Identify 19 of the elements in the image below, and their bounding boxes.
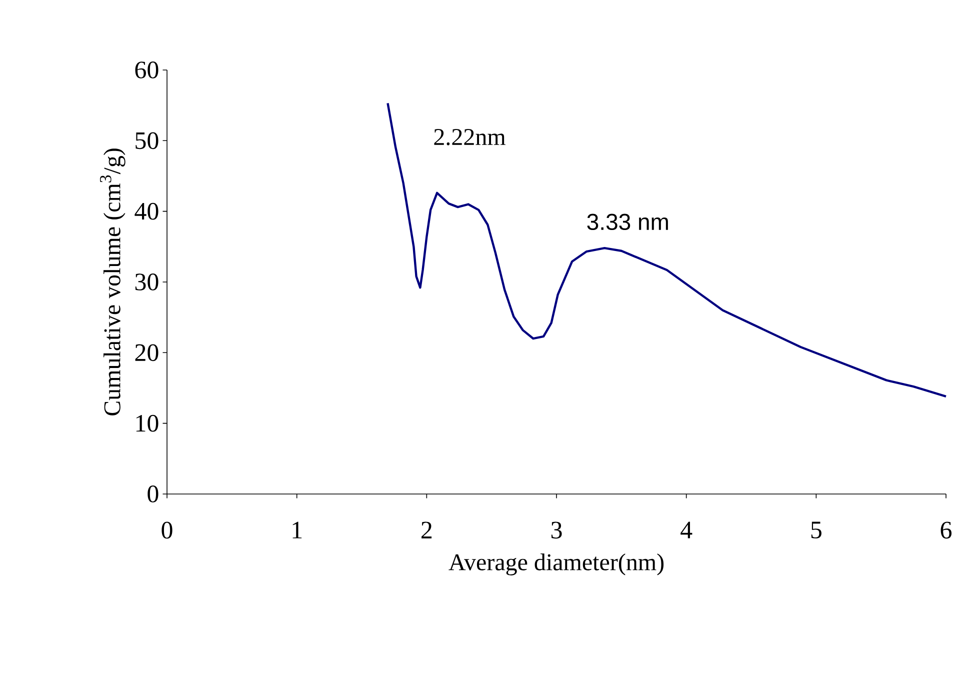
y-tick-label: 20 bbox=[135, 344, 158, 362]
x-tick-label: 2 bbox=[422, 522, 432, 538]
y-tick-label: 30 bbox=[135, 274, 158, 290]
y-tick-label: 10 bbox=[136, 414, 158, 432]
y-tick-label: 0 bbox=[148, 486, 158, 502]
y-tick-label: 40 bbox=[134, 202, 158, 220]
x-tick-label: 3 bbox=[551, 522, 562, 539]
y-tick-label: 60 bbox=[135, 62, 158, 78]
y-axis-title: Cumulative volume (cm$^{3}$/g) bbox=[100, 148, 126, 416]
annotation: 2.22nm bbox=[434, 129, 506, 146]
x-tick-label: 6 bbox=[940, 522, 952, 539]
x-tick-label: 0 bbox=[162, 522, 172, 539]
x-axis-title: Average diameter(nm) bbox=[448, 554, 664, 576]
y-tick-label: 50 bbox=[136, 132, 158, 150]
x-tick-label: 1 bbox=[292, 522, 302, 538]
x-tick-label: 5 bbox=[811, 522, 822, 538]
x-tick-label: 4 bbox=[680, 522, 692, 538]
line-series bbox=[386, 102, 948, 398]
annotation: 3.33 nm bbox=[587, 214, 668, 230]
